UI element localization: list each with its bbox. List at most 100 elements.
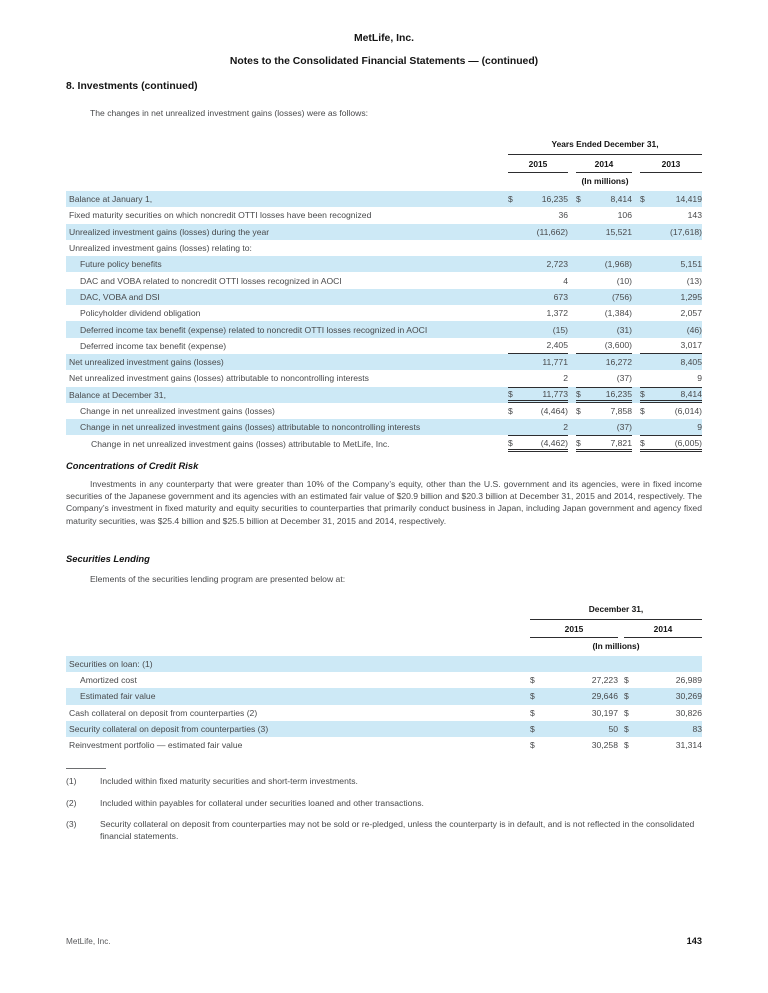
row-label: Security collateral on deposit from coun… xyxy=(69,723,269,734)
cell-value: 30,269 xyxy=(675,691,702,702)
cell: $14,419 xyxy=(640,191,702,207)
cell-value: 14,419 xyxy=(675,194,702,205)
table-row: Estimated fair value $29,646 $30,269 xyxy=(66,688,702,705)
cell: 11,771 xyxy=(508,354,568,370)
row-label: Cash collateral on deposit from counterp… xyxy=(69,707,258,718)
dollar-sign: $ xyxy=(624,723,629,734)
cell-value: 31,314 xyxy=(675,740,702,751)
row-label: Amortized cost xyxy=(80,675,137,686)
cell: $30,826 xyxy=(624,705,702,721)
footnote-list: (1) Included within fixed maturity securi… xyxy=(66,776,702,842)
row-label: Reinvestment portfolio — estimated fair … xyxy=(69,740,243,751)
page-number: 143 xyxy=(686,936,702,946)
cell-value: (31) xyxy=(616,324,632,335)
dollar-sign: $ xyxy=(530,675,535,686)
cell-value: 83 xyxy=(692,723,702,734)
dollar-sign: $ xyxy=(624,691,629,702)
dollar-sign: $ xyxy=(508,388,513,399)
cell: $16,235 xyxy=(508,191,568,207)
cell: $30,258 xyxy=(530,737,618,753)
cell: (31) xyxy=(576,321,632,337)
cell: $30,269 xyxy=(624,688,702,704)
credit-risk-paragraph: Investments in any counterparty that wer… xyxy=(66,479,703,526)
footnote-text: Security collateral on deposit from coun… xyxy=(100,819,695,841)
table-period-label: December 31, xyxy=(530,604,702,620)
footnotes-section: (1) Included within fixed maturity securi… xyxy=(66,768,702,852)
dollar-sign: $ xyxy=(530,691,535,702)
cell-value: (11,662) xyxy=(536,226,568,237)
cell: 8,405 xyxy=(640,354,702,370)
cell-value: 8,414 xyxy=(610,194,632,205)
cell: $7,858 xyxy=(576,403,632,419)
table-row: Net unrealized investment gains (losses)… xyxy=(66,370,702,386)
cell-value: 15,521 xyxy=(605,226,632,237)
footnote-mark: (1) xyxy=(66,776,77,786)
row-label: Net unrealized investment gains (losses) xyxy=(69,357,224,368)
cell-value: 30,826 xyxy=(675,707,702,718)
cell-value: 9 xyxy=(697,373,702,384)
cell: (756) xyxy=(576,289,632,305)
cell-value: 16,235 xyxy=(541,194,568,205)
cell-value: 106 xyxy=(617,210,632,221)
cell: $11,773 xyxy=(508,386,568,403)
cell: $ (6,014) xyxy=(640,403,702,419)
table-row: Balance at January 1, $16,235 $8,414 $14,41… xyxy=(66,191,702,208)
dollar-sign: $ xyxy=(576,437,581,448)
cell-value: 16,235 xyxy=(605,388,632,399)
cell: $8,414 xyxy=(576,191,632,207)
cell-value: 1,295 xyxy=(680,291,702,302)
cell-value: 29,646 xyxy=(591,691,618,702)
table-row: Deferred income tax benefit (expense) 2,4… xyxy=(66,338,702,354)
dollar-sign: $ xyxy=(530,740,535,751)
cell-value: (1,968) xyxy=(604,259,632,270)
cell: (1,384) xyxy=(576,305,632,321)
row-label: Change in net unrealized investment gain… xyxy=(80,422,421,433)
units-label: (In millions) xyxy=(592,641,640,651)
cell-value: (17,618) xyxy=(669,226,702,237)
cell: (3,600) xyxy=(576,338,632,354)
cell: $83 xyxy=(624,721,702,737)
dollar-sign: $ xyxy=(640,194,645,205)
table-row: Future policy benefits 2,723 (1,968) 5,151 xyxy=(66,256,702,273)
footnote-mark: (3) xyxy=(66,819,77,830)
footnote-item: (2) Included within payables for collater… xyxy=(66,798,702,810)
cell: $8,414 xyxy=(640,386,702,403)
footnote-item: (3) Security collateral on deposit from c… xyxy=(66,819,702,842)
table-row: Change in net unrealized investment gain… xyxy=(66,435,702,452)
table-row: Balance at December 31, $11,773 $16,235 $8,… xyxy=(66,386,702,403)
cell: (15) xyxy=(508,321,568,337)
dollar-sign: $ xyxy=(624,707,629,718)
table-row: Change in net unrealized investment gain… xyxy=(66,403,702,419)
cell-value: (46) xyxy=(686,324,702,335)
cell: $27,223 xyxy=(530,672,618,688)
dollar-sign: $ xyxy=(576,194,581,205)
cell-value: (4,464) xyxy=(540,406,568,416)
dollar-sign: $ xyxy=(508,406,513,416)
cell: $7,821 xyxy=(576,435,632,452)
cell-value: 1,372 xyxy=(546,308,568,319)
table-row: Policyholder dividend obligation 1,372 (1,… xyxy=(66,305,702,321)
dollar-sign: $ xyxy=(576,388,581,399)
cell-value: (13) xyxy=(686,275,702,286)
cell-value: (10) xyxy=(616,275,632,286)
row-label: Change in net unrealized investment gain… xyxy=(80,406,275,416)
dollar-sign: $ xyxy=(576,406,581,416)
row-label: Unrealized investment gains (losses) dur… xyxy=(69,226,270,237)
year-row-spacer xyxy=(66,620,530,638)
table-year-row: 2015 2014 2013 xyxy=(66,155,702,173)
cell: 15,521 xyxy=(576,224,632,240)
cell xyxy=(530,656,618,672)
table-row: Net unrealized investment gains (losses)… xyxy=(66,353,702,371)
cell: 36 xyxy=(508,207,568,223)
cell-value: 30,197 xyxy=(591,707,618,718)
cell: $26,989 xyxy=(624,672,702,688)
table-row: Change in net unrealized investment gain… xyxy=(66,419,702,436)
cell: $29,646 xyxy=(530,688,618,704)
cell-value: 27,223 xyxy=(591,675,618,686)
cell: 9 xyxy=(640,419,702,435)
cell: (10) xyxy=(576,272,632,288)
year-row-spacer xyxy=(66,155,508,173)
dollar-sign: $ xyxy=(624,675,629,686)
cell-value: 26,989 xyxy=(675,675,702,686)
row-label: DAC and VOBA related to noncredit OTTI l… xyxy=(80,275,342,286)
